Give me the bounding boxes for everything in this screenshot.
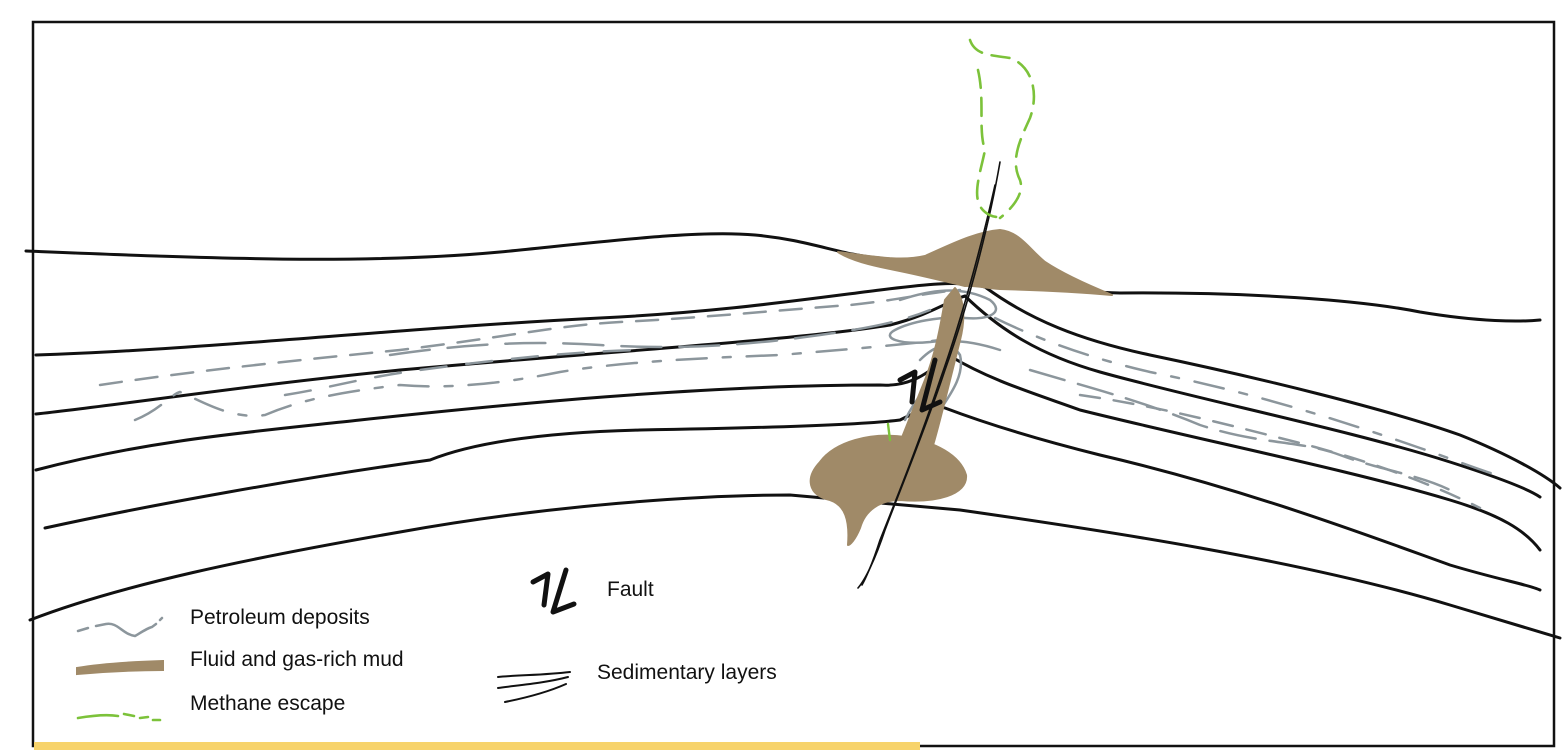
legend-label-mud: Fluid and gas-rich mud: [190, 648, 404, 671]
diagram-frame: [31, 20, 1556, 748]
methane-swatch-icon: [76, 712, 162, 722]
layer-line-5: [43, 405, 1542, 592]
mud-chamber: [809, 434, 968, 546]
petroleum-streak-left-1: [98, 288, 962, 387]
mud-body: [809, 229, 1113, 546]
bottom-highlight-strip: [34, 742, 920, 750]
petroleum-streak-left-2: [388, 308, 932, 357]
methane-small-mark: [886, 422, 892, 442]
legend-label-methane: Methane escape: [190, 692, 346, 715]
petroleum-deposits: [98, 288, 1502, 510]
petroleum-streak-left-4: [283, 348, 642, 397]
legend-label-sedimentary: Sedimentary layers: [597, 661, 777, 684]
legend-label-petroleum: Petroleum deposits: [190, 606, 370, 629]
petroleum-streak-right-1: [993, 316, 1502, 478]
petroleum-streak-right-3: [1028, 368, 1452, 492]
fault-arrows-in-diagram: [897, 357, 943, 413]
legend-label-fault: Fault: [607, 578, 654, 601]
petroleum-streak-left-3: [133, 338, 942, 422]
petroleum-streak-right-2: [1078, 393, 1482, 510]
fault-arrows-icon: [530, 567, 577, 615]
layer-line-1: [24, 232, 1542, 323]
methane-escape: [968, 38, 1036, 220]
layer-line-3: [34, 294, 1542, 499]
mud-swatch-icon: [76, 659, 164, 676]
petroleum-swatch-icon: [76, 616, 164, 638]
mud-surface-volcano: [837, 229, 1113, 296]
sedimentary-layers-icon: [497, 671, 571, 703]
sedimentary-layers: [24, 232, 1562, 640]
fault-line: [857, 161, 1001, 589]
